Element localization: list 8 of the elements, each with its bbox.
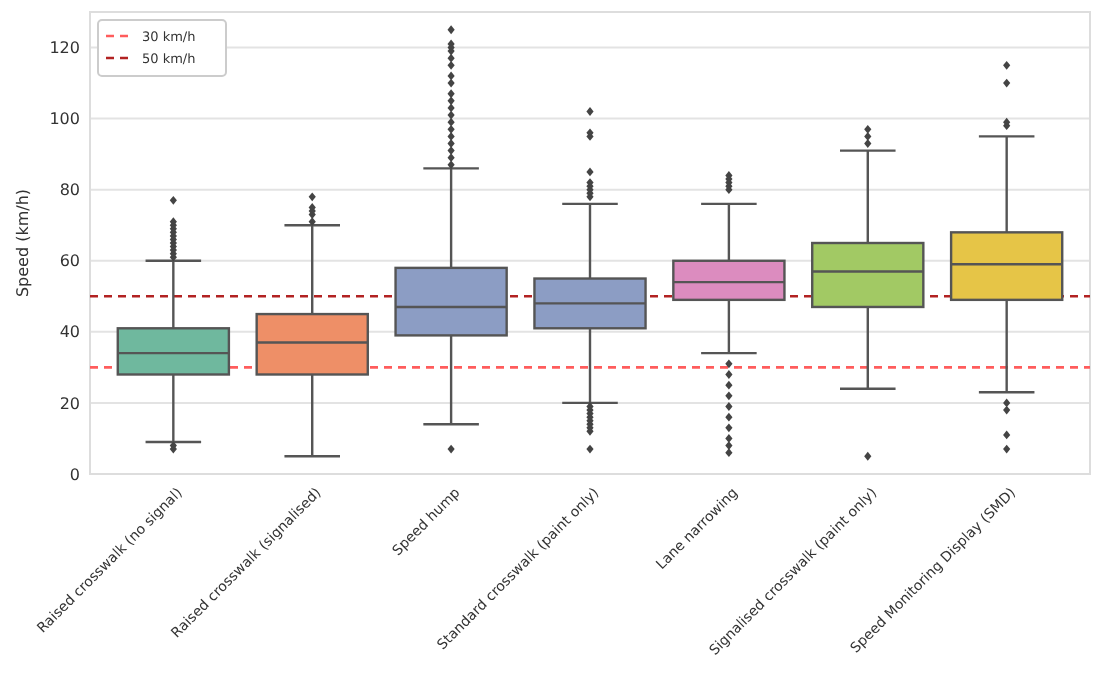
y-tick-label: 20 [59, 394, 80, 413]
y-tick-label: 80 [59, 181, 80, 200]
y-tick-label: 40 [59, 323, 80, 342]
y-tick-label: 60 [59, 252, 80, 271]
y-tick-label: 100 [49, 110, 80, 129]
y-tick-label: 120 [49, 39, 80, 58]
y-axis-title: Speed (km/h) [14, 188, 32, 298]
y-tick-label: 0 [69, 465, 80, 484]
